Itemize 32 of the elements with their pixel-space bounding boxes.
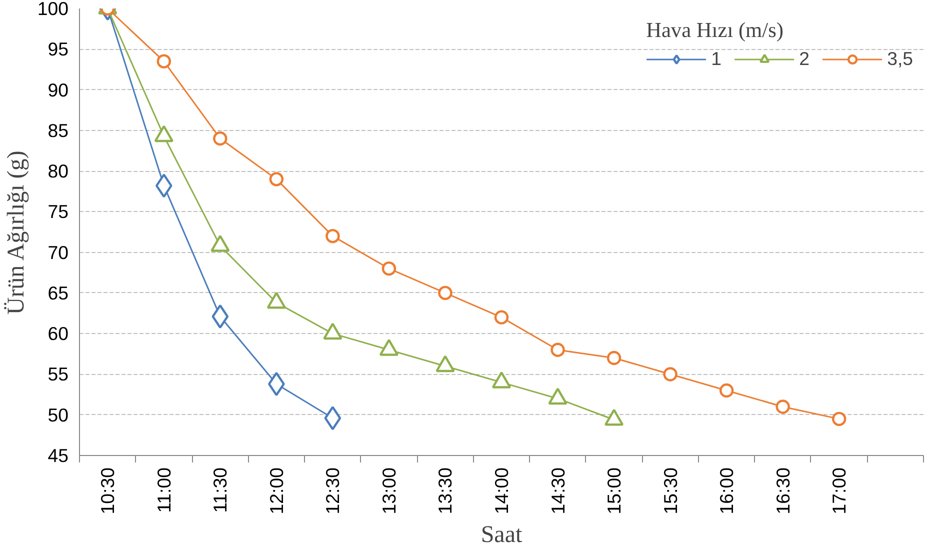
y-tick-label: 50 xyxy=(48,404,69,426)
x-tick-label: 16:00 xyxy=(716,468,738,514)
legend-label: 2 xyxy=(799,48,810,70)
y-tick-label: 90 xyxy=(48,79,69,100)
x-tick-label: 12:30 xyxy=(322,468,344,514)
x-tick-label: 12:00 xyxy=(266,468,287,514)
x-tick-label: 13:00 xyxy=(378,468,400,514)
y-axis-title: Ürün Ağırlığı (g) xyxy=(3,150,30,315)
x-tick-label: 14:00 xyxy=(491,468,512,514)
y-tick-label: 70 xyxy=(48,242,69,263)
y-tick-label: 55 xyxy=(48,364,69,385)
x-tick-label: 11:30 xyxy=(210,467,231,513)
legend-label: 3,5 xyxy=(887,48,913,70)
y-tick-label: 65 xyxy=(48,282,69,304)
legend-label: 1 xyxy=(711,48,722,70)
x-tick-label: 13:30 xyxy=(434,468,456,514)
legend-title: Hava Hızı (m/s) xyxy=(646,18,784,43)
x-tick-label: 17:00 xyxy=(828,468,850,514)
y-tick-label: 85 xyxy=(48,120,69,141)
x-tick-label: 16:30 xyxy=(772,468,794,514)
y-tick-label: 60 xyxy=(48,323,69,344)
y-tick-label: 95 xyxy=(48,38,69,60)
y-tick-label: 100 xyxy=(37,0,69,19)
y-tick-label: 80 xyxy=(48,160,69,182)
x-tick-label: 15:30 xyxy=(660,468,681,514)
x-tick-label: 11:00 xyxy=(153,467,174,513)
y-tick-label: 75 xyxy=(48,201,69,222)
x-tick-label: 15:00 xyxy=(604,468,625,514)
x-tick-label: 10:30 xyxy=(97,468,118,514)
x-tick-label: 14:30 xyxy=(547,468,568,514)
x-axis-title: Saat xyxy=(480,522,522,548)
y-tick-label: 45 xyxy=(48,445,69,466)
